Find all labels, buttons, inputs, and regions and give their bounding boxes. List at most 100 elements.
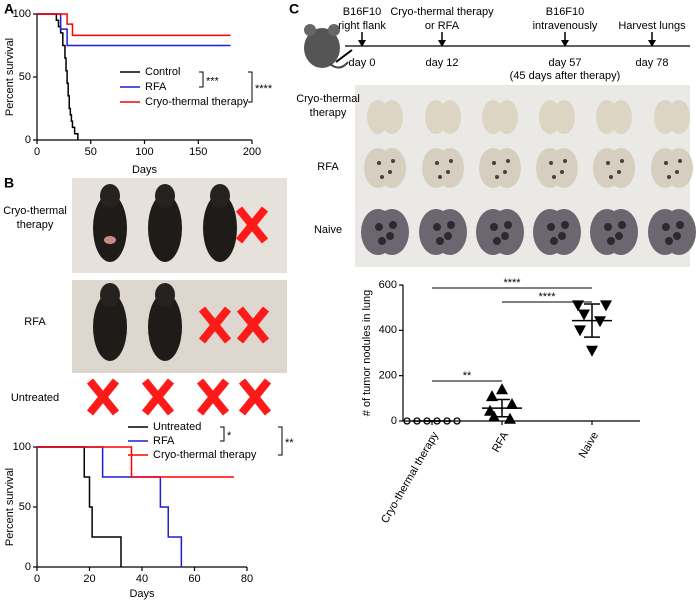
mouse-body	[148, 194, 182, 262]
tumor	[609, 175, 613, 179]
mouse	[148, 184, 182, 262]
lung	[668, 100, 690, 134]
data-point	[594, 316, 606, 328]
tumor	[504, 221, 512, 229]
tumor	[607, 237, 615, 245]
tumor	[444, 232, 452, 240]
tumor	[563, 159, 567, 163]
lung	[439, 100, 461, 134]
tumor	[495, 175, 499, 179]
dead-mark	[198, 306, 232, 344]
tumor	[550, 237, 558, 245]
dead-mark	[238, 378, 272, 416]
y-axis-label: Percent survival	[4, 38, 16, 116]
tumor	[665, 237, 673, 245]
tumor	[375, 223, 383, 231]
error-bar	[584, 303, 600, 338]
x-tick-label: 0	[34, 573, 40, 585]
data-point	[586, 345, 598, 357]
tumor	[620, 159, 624, 163]
lung	[662, 209, 696, 255]
tumor	[667, 175, 671, 179]
row-label: or RFA	[425, 20, 460, 32]
x-tick-label: 100	[135, 146, 153, 158]
data-point	[453, 417, 461, 425]
lung	[496, 100, 518, 134]
row-label: intravenously	[533, 20, 598, 32]
row-label: B16F10	[343, 6, 382, 18]
y-tick-label: 0	[391, 415, 397, 427]
dead-mark	[236, 306, 270, 344]
mouse-head	[155, 283, 175, 307]
tumor	[606, 161, 610, 165]
survival-line	[37, 13, 79, 140]
data-point	[504, 412, 516, 424]
y-tick-label: 600	[379, 279, 397, 291]
survival-line	[37, 13, 231, 47]
mouse-head	[210, 184, 230, 208]
x-tick-label: Cryo-thermal therapy	[379, 430, 441, 526]
data-point	[506, 398, 518, 409]
x-tick-label: 80	[241, 573, 253, 585]
mouse-body	[203, 194, 237, 262]
tumor	[436, 237, 444, 245]
tumor	[501, 232, 509, 240]
y-tick-label: 200	[379, 370, 397, 382]
mouse-head	[100, 283, 120, 307]
tumor	[676, 221, 684, 229]
tumor	[490, 223, 498, 231]
lung	[493, 148, 521, 188]
x-tick-label: RFA	[490, 429, 511, 454]
significance-label: *	[227, 430, 232, 442]
significance-bracket	[199, 71, 204, 88]
tumor	[506, 159, 510, 163]
data-point	[496, 383, 508, 395]
row-label: Untreated	[11, 392, 59, 404]
data-point	[486, 390, 498, 402]
legend-label: Control	[145, 66, 180, 78]
tumor	[386, 232, 394, 240]
tumor	[552, 175, 556, 179]
dead-mark	[141, 378, 175, 416]
mouse-body	[93, 194, 127, 262]
tumor	[561, 221, 569, 229]
x-axis-label: Days	[129, 588, 155, 600]
tumor	[391, 159, 395, 163]
mouse-head	[100, 184, 120, 208]
tumor	[449, 159, 453, 163]
mouse	[93, 184, 127, 262]
legend-label: Cryo-thermal therapy	[145, 96, 249, 108]
arrow-head	[648, 40, 656, 47]
y-axis-label: # of tumor nodules in lung	[361, 290, 373, 417]
y-tick-label: 50	[19, 501, 31, 513]
significance-label: **	[285, 437, 294, 449]
x-tick-label: 0	[34, 146, 40, 158]
y-tick-label: 0	[25, 134, 31, 146]
tumor	[617, 170, 621, 174]
survival-line	[37, 446, 183, 567]
significance-bracket	[278, 426, 283, 456]
row-label: Cryo-thermal	[3, 205, 67, 217]
row-label: RFA	[317, 161, 339, 173]
x-axis-label: Days	[132, 164, 158, 176]
tumor	[446, 170, 450, 174]
mouse	[93, 283, 127, 361]
data-point	[403, 417, 411, 425]
y-tick-label: 400	[379, 324, 397, 336]
y-tick-label: 100	[13, 8, 31, 20]
x-tick-label: 200	[243, 146, 261, 158]
x-tick-label: 50	[85, 146, 97, 158]
significance-label: ****	[538, 291, 556, 303]
row-label: therapy	[310, 107, 347, 119]
row-label: B16F10	[546, 6, 585, 18]
mouse	[148, 283, 182, 361]
lung	[665, 148, 693, 188]
y-tick-label: 50	[19, 71, 31, 83]
error-bar	[494, 398, 510, 418]
significance-bracket	[248, 71, 253, 103]
x-tick-label: 40	[136, 573, 148, 585]
significance-label: ****	[503, 277, 521, 289]
arrow-head	[561, 40, 569, 47]
lung	[610, 100, 632, 134]
